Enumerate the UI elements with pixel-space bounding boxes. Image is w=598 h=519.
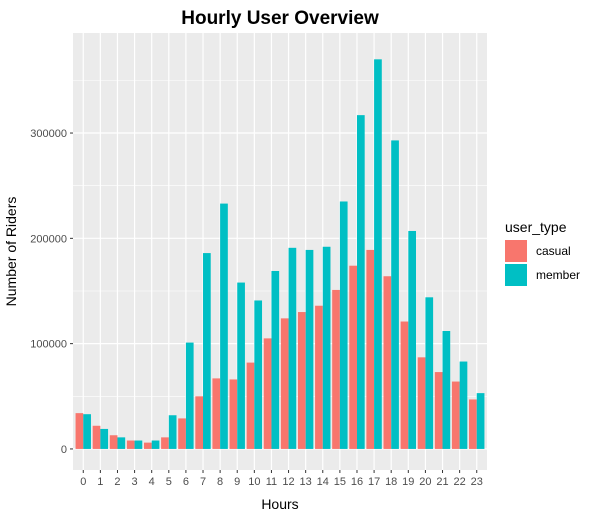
- bar-member-19: [408, 230, 417, 449]
- y-axis: 0 100000 200000 300000: [30, 128, 73, 456]
- bar-member-10: [254, 300, 263, 449]
- x-tick-label: 19: [402, 476, 414, 488]
- bar-casual-16: [349, 265, 357, 449]
- x-tick-label: 20: [419, 476, 431, 488]
- x-tick-label: 7: [200, 476, 206, 488]
- x-tick-label: 11: [266, 476, 277, 488]
- bar-casual-11: [263, 338, 272, 449]
- bar-casual-6: [178, 418, 186, 449]
- x-tick-label: 9: [234, 476, 240, 488]
- x-tick-label: 0: [80, 476, 86, 488]
- y-tick-label: 200000: [30, 233, 67, 245]
- x-tick-label: 10: [248, 476, 260, 488]
- bar-member-12: [288, 247, 297, 449]
- bar-casual-0: [75, 413, 84, 449]
- chart-title: Hourly User Overview: [181, 8, 379, 29]
- bar-casual-9: [229, 379, 238, 449]
- bar-member-17: [374, 59, 382, 449]
- bar-member-0: [83, 414, 91, 449]
- x-tick-label: 1: [97, 476, 103, 488]
- bar-member-9: [237, 282, 245, 449]
- bar-casual-7: [195, 396, 204, 449]
- x-tick-label: 4: [149, 476, 155, 488]
- bar-member-23: [476, 393, 485, 449]
- bar-member-18: [391, 140, 399, 449]
- bar-member-22: [459, 361, 468, 449]
- bar-member-1: [100, 428, 109, 449]
- x-tick-label: 5: [166, 476, 172, 488]
- bar-member-6: [185, 342, 194, 449]
- x-tick-label: 18: [385, 476, 397, 488]
- bar-member-11: [271, 270, 280, 449]
- bar-casual-12: [280, 318, 289, 449]
- bar-casual-22: [451, 381, 460, 449]
- bar-casual-13: [297, 312, 306, 449]
- bar-casual-15: [332, 289, 340, 449]
- bar-member-3: [134, 440, 143, 449]
- bar-casual-14: [315, 305, 323, 449]
- bar-member-16: [356, 115, 365, 449]
- x-tick-label: 8: [217, 476, 223, 488]
- x-axis-title: Hours: [261, 496, 298, 512]
- bar-member-2: [117, 437, 126, 449]
- bar-casual-1: [92, 425, 101, 449]
- bar-member-7: [203, 253, 211, 449]
- bar-casual-20: [417, 357, 426, 449]
- bar-casual-10: [246, 362, 255, 449]
- x-tick-label: 2: [114, 476, 120, 488]
- x-axis: 0 1 2 3 4 5 6 7 8 9 10 11 12 13 14 15 16 17 18 19 20 21 22 23: [80, 470, 483, 488]
- x-tick-label: 21: [436, 476, 448, 488]
- bar-casual-19: [400, 321, 409, 449]
- x-tick-label: 16: [351, 476, 363, 488]
- bar-member-8: [220, 203, 228, 449]
- x-tick-label: 23: [471, 476, 483, 488]
- bar-member-14: [322, 246, 331, 449]
- x-tick-label: 15: [334, 476, 346, 488]
- bar-casual-17: [366, 249, 375, 449]
- bar-casual-4: [143, 442, 152, 449]
- y-tick-label: 100000: [30, 339, 67, 351]
- x-tick-label: 13: [300, 476, 312, 488]
- x-tick-label: 6: [183, 476, 189, 488]
- y-axis-title: Number of Riders: [3, 197, 19, 307]
- x-tick-label: 17: [368, 476, 380, 488]
- x-tick-label: 12: [282, 476, 294, 488]
- bar-member-5: [168, 415, 177, 449]
- bar-casual-5: [161, 437, 169, 449]
- bar-casual-8: [212, 378, 221, 449]
- bar-member-20: [425, 297, 434, 449]
- x-tick-label: 3: [132, 476, 138, 488]
- bars: [75, 59, 485, 449]
- legend-label-member: member: [536, 268, 580, 282]
- bar-casual-2: [109, 435, 118, 449]
- y-tick-label: 300000: [30, 128, 67, 140]
- bar-casual-18: [383, 276, 392, 449]
- legend-key-casual: [505, 240, 527, 262]
- legend-label-casual: casual: [536, 244, 571, 258]
- x-tick-label: 14: [317, 476, 329, 488]
- y-tick-label: 0: [61, 444, 67, 456]
- bar-member-13: [305, 249, 314, 449]
- bar-member-21: [442, 331, 451, 449]
- legend: user_type casual member: [505, 219, 580, 286]
- bar-casual-23: [469, 399, 477, 449]
- bar-member-4: [151, 440, 160, 449]
- bar-member-15: [339, 201, 348, 449]
- legend-key-member: [505, 264, 527, 286]
- bar-casual-3: [126, 440, 135, 449]
- bar-casual-21: [434, 372, 443, 449]
- legend-title: user_type: [505, 219, 567, 235]
- x-tick-label: 22: [454, 476, 466, 488]
